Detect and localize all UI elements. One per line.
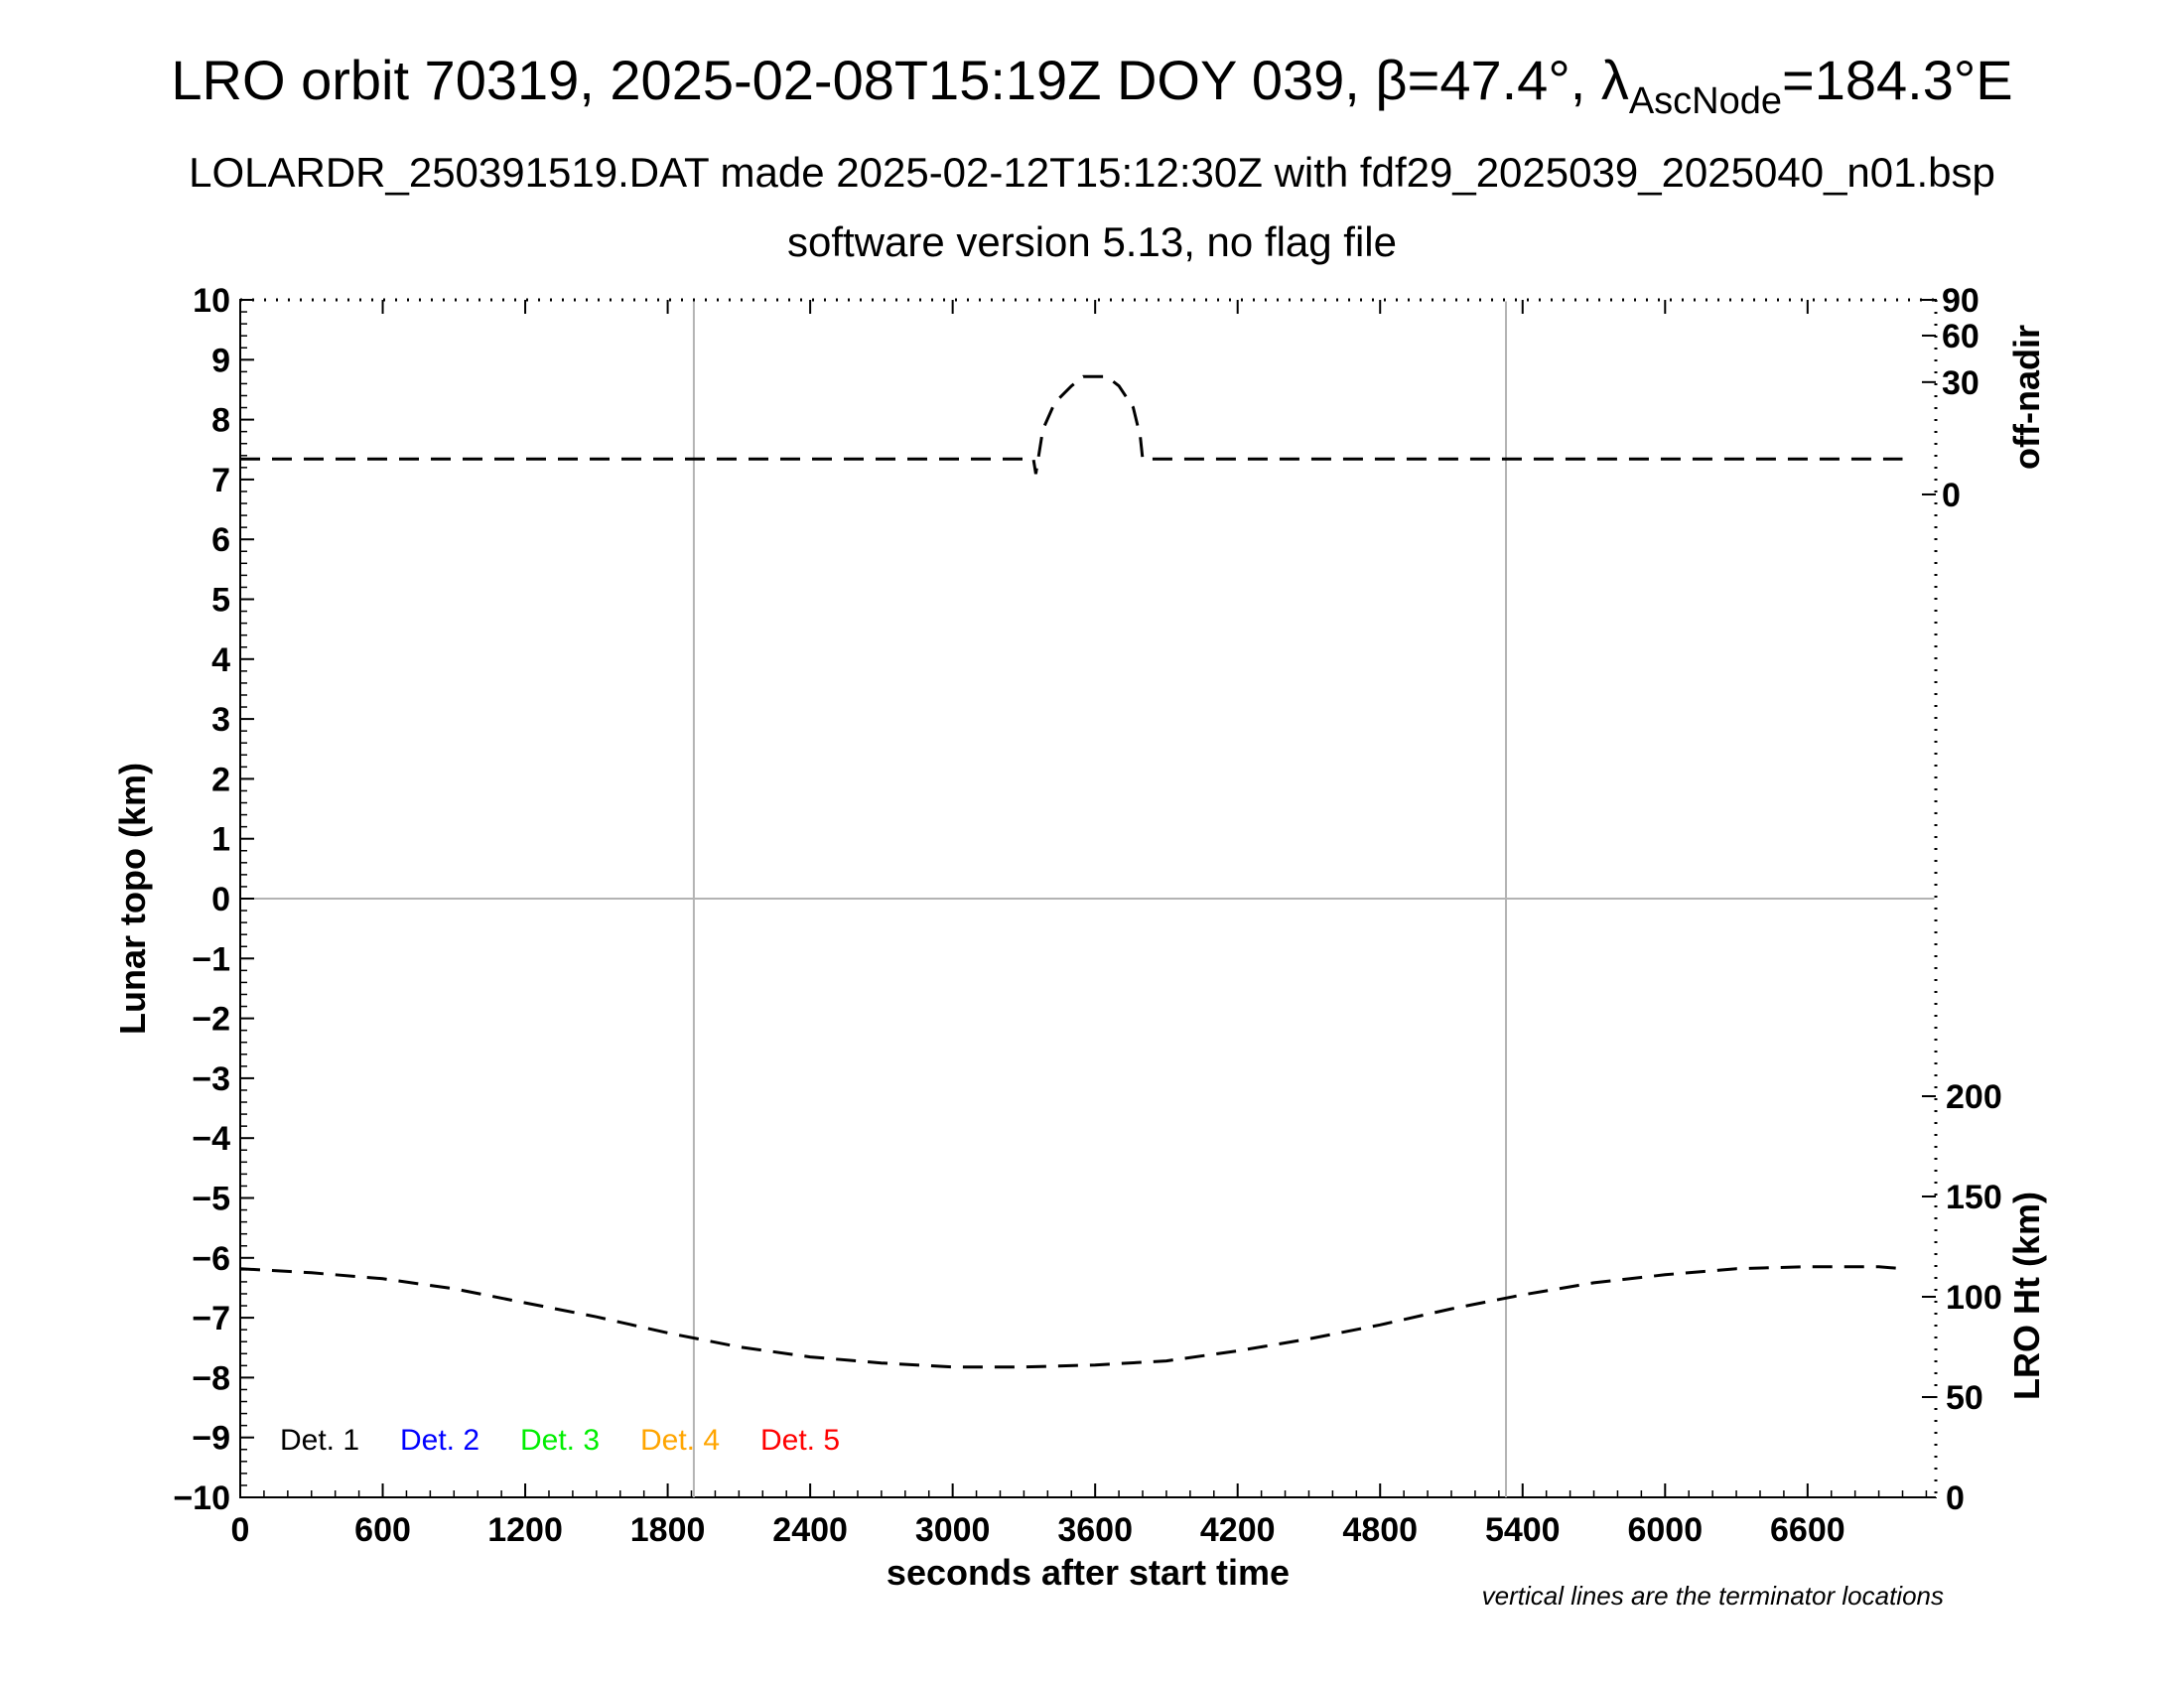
- x-tick-label: 1200: [487, 1511, 563, 1549]
- chart-title-end: =184.3°E: [1782, 49, 2013, 111]
- y-tick-label: −2: [192, 1001, 230, 1039]
- terminator-note: vertical lines are the terminator locati…: [1482, 1581, 1944, 1611]
- chart-subtitle-version: software version 5.13, no flag file: [787, 218, 1397, 265]
- y-tick-label: −10: [173, 1479, 230, 1517]
- y-tick-label: −3: [192, 1060, 230, 1098]
- off-nadir-tick-label: 90: [1942, 282, 1979, 320]
- lro-height-line: [239, 1265, 1903, 1369]
- tick-labels: 0 600 1200 1800 2400 3000 3600 4200 4800 5400 6000…: [173, 282, 2001, 1549]
- height-tick-label: 0: [1946, 1479, 1965, 1517]
- x-axis-label: seconds after start time: [887, 1552, 1290, 1593]
- off-nadir-tick-label: 0: [1942, 477, 1961, 514]
- y-tick-label: 9: [211, 342, 230, 379]
- y-tick-label: −1: [192, 940, 230, 978]
- y-tick-label: 5: [211, 582, 230, 620]
- x-tick-label: 2400: [772, 1511, 848, 1549]
- lro-height-axis-label: LRO Ht (km): [2006, 1192, 2047, 1400]
- y-tick-label: −7: [192, 1300, 230, 1337]
- y-tick-label: 2: [211, 761, 230, 798]
- legend-entry: Det. 3: [520, 1424, 600, 1457]
- legend-entry: Det. 4: [640, 1424, 720, 1457]
- x-tick-label: 6600: [1770, 1511, 1845, 1549]
- y-tick-label: 4: [211, 641, 230, 679]
- height-tick-label: 200: [1946, 1078, 2002, 1116]
- y-tick-label: 3: [211, 701, 230, 739]
- y-tick-label: −8: [192, 1359, 230, 1397]
- legend-entry: Det. 2: [400, 1424, 479, 1457]
- x-tick-label: 6000: [1627, 1511, 1703, 1549]
- x-tick-label: 4800: [1342, 1511, 1418, 1549]
- off-nadir-tick-label: 30: [1942, 364, 1979, 402]
- y-tick-label: 0: [211, 881, 230, 918]
- chart-subtitle-file: LOLARDR_250391519.DAT made 2025-02-12T15…: [189, 149, 1995, 196]
- chart-title-main: LRO orbit 70319, 2025-02-08T15:19Z DOY 0…: [171, 49, 1628, 111]
- chart-title-subscript: AscNode: [1629, 80, 1782, 122]
- tick-marks: [239, 299, 1936, 1498]
- y-tick-label: −5: [192, 1181, 230, 1218]
- height-tick-label: 150: [1946, 1179, 2002, 1216]
- x-tick-label: 3600: [1057, 1511, 1133, 1549]
- y-tick-label: −4: [192, 1120, 230, 1158]
- y-tick-label: 1: [211, 821, 230, 859]
- y-tick-label: 6: [211, 521, 230, 559]
- y-tick-label: −9: [192, 1420, 230, 1458]
- x-tick-label: 1800: [630, 1511, 706, 1549]
- y-tick-label: 10: [193, 282, 230, 320]
- height-tick-label: 100: [1946, 1279, 2002, 1317]
- y-tick-label: 7: [211, 462, 230, 499]
- x-tick-label: 4200: [1200, 1511, 1276, 1549]
- legend-entry: Det. 1: [280, 1424, 359, 1457]
- x-tick-label: 0: [231, 1511, 250, 1549]
- y-axis-label: Lunar topo (km): [112, 763, 153, 1035]
- off-nadir-axis-label: off-nadir: [2006, 325, 2047, 470]
- off-nadir-line: [240, 374, 1903, 475]
- x-tick-label: 600: [354, 1511, 411, 1549]
- y-tick-label: −6: [192, 1240, 230, 1278]
- legend: Det. 1 Det. 2 Det. 3 Det. 4 Det. 5: [280, 1424, 840, 1457]
- height-tick-label: 50: [1946, 1379, 1983, 1417]
- x-tick-label: 3000: [915, 1511, 991, 1549]
- series-group: [239, 374, 1903, 1369]
- x-tick-label: 5400: [1485, 1511, 1561, 1549]
- y-tick-label: 8: [211, 402, 230, 440]
- chart-title: LRO orbit 70319, 2025-02-08T15:19Z DOY 0…: [171, 49, 2012, 122]
- off-nadir-tick-label: 60: [1942, 318, 1979, 355]
- legend-entry: Det. 5: [760, 1424, 840, 1457]
- grid-lines: [240, 298, 1938, 1497]
